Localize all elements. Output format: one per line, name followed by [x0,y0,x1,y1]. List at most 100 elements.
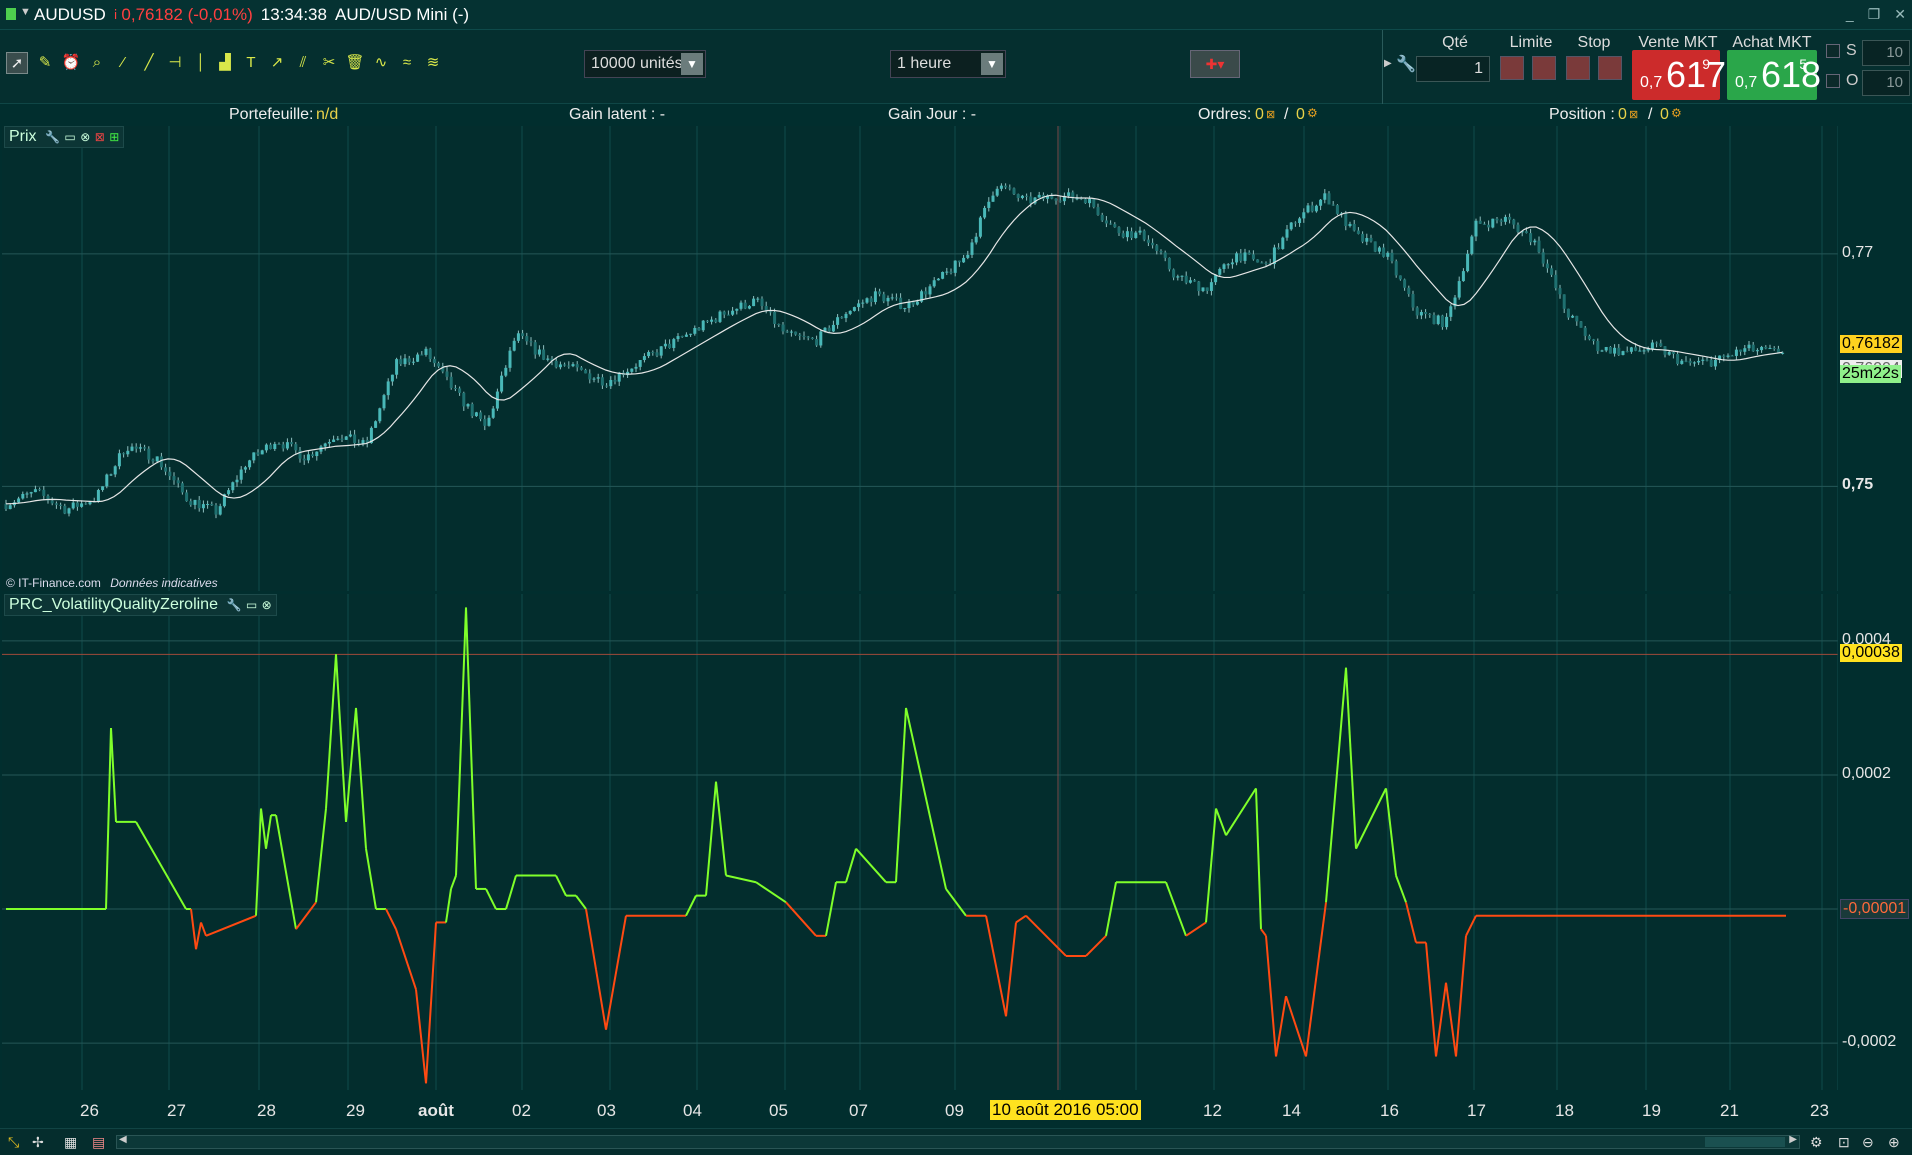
buy-limit-icon[interactable] [1500,56,1524,80]
arrow-tool-icon[interactable]: ↗ [270,54,284,71]
dropdown-arrow-icon[interactable]: ▼ [20,6,31,18]
indicator-segment [195,922,202,950]
s-checkbox[interactable] [1826,44,1840,58]
indicator-icon[interactable]: ∿ [374,54,388,71]
candle-body [697,328,701,331]
window-icon[interactable] [6,8,16,20]
candle-body [1167,257,1171,270]
candle-body [945,271,949,273]
segment-tool-icon[interactable]: ⁄ [121,54,125,71]
candle-body [949,271,953,273]
pointer-tool-icon[interactable]: ➚ [6,52,28,74]
indicator-segment [415,989,427,1084]
chart-type-button[interactable]: ✚▾ [1190,50,1240,78]
candle-body [852,307,856,311]
close-icon[interactable]: ✕ [1894,6,1906,22]
indicator-segment [1425,942,1437,1057]
candle-body [185,492,189,502]
position-x-icon[interactable]: ⊠ [1629,109,1639,121]
position-gear-icon[interactable]: ⚙ [1671,106,1682,120]
candle-body [1365,237,1369,242]
candle-body [210,504,214,506]
indicator-segment [295,901,317,930]
candle-body [609,379,613,387]
scroll-left-icon[interactable]: ◀ [119,1134,127,1145]
scroll-right-icon[interactable]: ▶ [1789,1134,1797,1145]
orders-x-icon[interactable]: ⊠ [1266,109,1276,121]
candle-body [1596,340,1600,352]
vertical-line-icon[interactable]: │ [196,54,206,71]
candle-body [1352,223,1356,231]
grid-icon[interactable]: ▦ [64,1134,78,1150]
fibonacci-icon[interactable]: ▟ [219,54,231,71]
period-select[interactable]: 1 heure ▼ [890,50,1006,78]
zoom-in-icon[interactable]: ⊕ [1888,1134,1900,1150]
buy-stop-icon[interactable] [1566,56,1590,80]
wrench-icon[interactable]: 🔧 [226,598,242,612]
indicator-chart[interactable] [2,594,1838,1090]
price-chart[interactable] [2,126,1838,591]
zoom-tool-icon[interactable]: ⌕ [92,54,102,71]
close-icon[interactable]: ⊗ [80,130,91,144]
o-input[interactable]: 10 [1862,70,1910,96]
scrollbar-thumb[interactable] [1705,1137,1785,1147]
add-icon[interactable]: ⊞ [109,130,120,144]
candle-body [277,443,281,445]
wrench-icon[interactable]: 🔧 [45,130,60,144]
candle-body [214,505,218,515]
text-tool-icon[interactable]: T [246,54,256,71]
units-select[interactable]: 10000 unités ▼ [584,50,706,78]
alarm-tool-icon[interactable]: ⏰ [61,54,81,71]
expand-arrow-icon[interactable]: ▶ [1384,58,1392,69]
minimize-icon[interactable]: _ [1845,6,1854,22]
layers-icon[interactable]: ≋ [426,54,440,71]
settings-icon[interactable]: ⚙ [1810,1134,1823,1150]
channel-tool-icon[interactable]: ⫽ [299,54,307,71]
qty-input[interactable]: 1 [1416,56,1490,82]
candle-body [1541,252,1545,264]
restore-icon[interactable]: ❐ [1867,6,1881,22]
indicator-label-box: PRC_VolatilityQualityZeroline 🔧 ▭ ⊗ [4,594,277,616]
zoom-box-icon[interactable]: ⤡ [8,1134,20,1150]
candle-body [445,371,449,377]
window-icon[interactable]: ▭ [245,598,258,612]
horizontal-scrollbar[interactable]: ◀ ▶ [116,1134,1800,1149]
candle-body [1718,355,1722,360]
account-info-bar: Portefeuille: n/d Gain latent : - Gain J… [229,106,1682,123]
candle-body [449,376,453,388]
candle-body [1121,233,1125,238]
chevron-down-icon: ▼ [981,53,1003,75]
window-icon[interactable]: ▭ [64,130,76,144]
sell-market-button[interactable]: 0,7 617 9 [1632,50,1726,100]
wrench-icon[interactable]: 🔧 [1396,56,1416,73]
line-tool-icon[interactable]: ╱ [144,54,154,71]
candle-body [537,349,541,355]
o-checkbox[interactable] [1826,74,1840,88]
candle-body [600,377,604,386]
settings-tools-icon[interactable]: ✂ [322,54,336,71]
candle-body [117,453,121,467]
candle-body [1020,195,1024,199]
delete-icon[interactable]: ⊠ [94,130,105,144]
layout-icon[interactable]: ▤ [92,1134,106,1150]
zoom-fit-icon[interactable]: ⊡ [1838,1134,1850,1150]
s-input[interactable]: 10 [1862,40,1910,66]
zoom-out-icon[interactable]: ⊖ [1862,1134,1874,1150]
close-icon[interactable]: ⊗ [261,598,272,612]
indicator-segment [1005,922,1017,1017]
buy-market-button[interactable]: 0,7 618 5 [1727,50,1821,100]
horizontal-line-icon[interactable]: ⊣ [168,54,182,71]
candle-body [798,334,802,336]
indicator-panel[interactable]: PRC_VolatilityQualityZeroline 🔧 ▭ ⊗ [2,594,1838,1090]
sell-limit-icon[interactable] [1532,56,1556,80]
ruler-tool-icon[interactable]: ✎ [38,54,52,71]
candle-body [1646,349,1650,351]
add-indicator-icon[interactable]: ≈ [402,54,412,71]
crosshair-icon[interactable]: ✢ [32,1134,44,1150]
candle-body [857,303,861,308]
price-panel[interactable]: Prix 🔧 ▭ ⊗ ⊠ ⊞ © IT-Finance.com Données … [2,126,1838,591]
orders-gear-icon[interactable]: ⚙ [1307,106,1318,120]
sell-stop-icon[interactable] [1598,56,1622,80]
candle-body [1713,359,1717,367]
trash-icon[interactable]: 🗑 [345,54,365,71]
